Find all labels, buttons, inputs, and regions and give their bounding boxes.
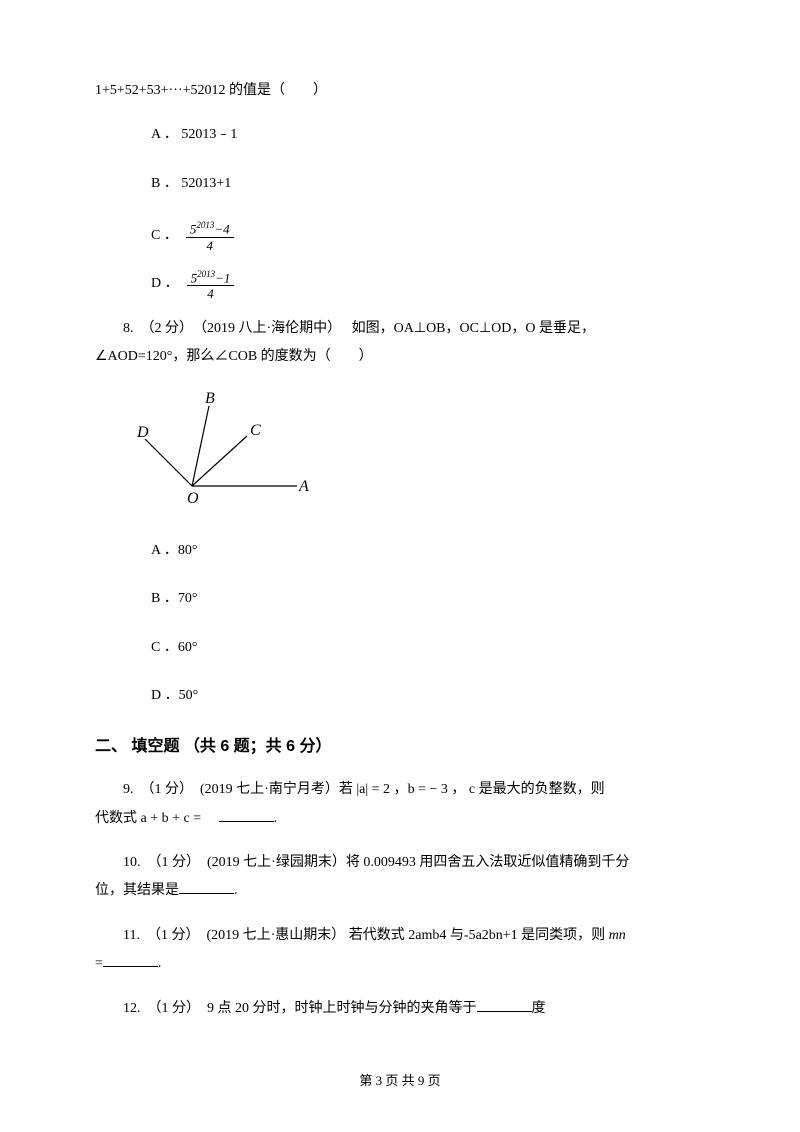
diagram-label-o: O (187, 490, 199, 506)
diagram-label-b: B (205, 391, 215, 407)
q8-stem-line1: 8. （2 分） （2019 八上·海伦期中） 如图，OA⊥OB，OC⊥OD，O… (95, 318, 705, 340)
q7-choice-a-text: 52013﹣1 (181, 127, 237, 142)
frac-d-den: 4 (187, 286, 235, 300)
frac-d-exp: 2013 (197, 269, 215, 279)
diagram-label-d: D (137, 424, 149, 441)
q7-choice-b-text: 52013+1 (181, 176, 231, 191)
q10-tail: . (234, 883, 238, 898)
q10-line2: 位，其结果是. (95, 880, 705, 902)
q7-choice-d-fraction: 52013−1 4 (187, 270, 235, 300)
q8-stem-line2: ∠AOD=120°，那么∠COB 的度数为（ ） (95, 346, 705, 368)
q9-eq-a: = 2 ， (368, 782, 407, 797)
section-2-header: 二、 填空题 （共 6 题；共 6 分） (95, 734, 705, 760)
q7-choice-c-label: C ． (151, 225, 178, 247)
q9-b: b = − 3 ， (408, 782, 466, 797)
q11-text1: 11. （1 分） (2019 七上·惠山期末） 若代数式 2amb4 与-5a… (123, 928, 609, 943)
page-footer: 第 3 页 共 9 页 (0, 1071, 800, 1092)
q12-line1: 12. （1 分） 9 点 20 分时，时钟上时钟与分钟的夹角等于 度 (95, 998, 705, 1020)
q8-choice-d: D ．50° (95, 685, 705, 707)
q11-blank (103, 953, 158, 967)
frac-d-tail: −1 (215, 270, 230, 285)
frac-c-tail: −4 (214, 222, 229, 237)
q12-text1: 12. （1 分） 9 点 20 分时，时钟上时钟与分钟的夹角等于 (123, 1001, 477, 1016)
q10-blank (179, 880, 234, 894)
q10-text2: 位，其结果是 (95, 883, 179, 898)
q7-choice-a-label: A ． (151, 127, 178, 142)
q7-choice-c: C ． 52013−4 4 (95, 221, 705, 251)
q11-eq: = (95, 956, 103, 971)
q8-choice-c: C ．60° (95, 637, 705, 659)
q9-pre: 9. （1 分） (2019 七上·南宁月考）若 (123, 782, 356, 797)
diagram-label-c: C (250, 422, 261, 439)
q11-line2: =. (95, 953, 705, 975)
q9-line1: 9. （1 分） (2019 七上·南宁月考）若 |a| = 2 ，b = − … (95, 779, 705, 801)
q12-tail: 度 (532, 1001, 546, 1016)
q11-line1: 11. （1 分） (2019 七上·惠山期末） 若代数式 2amb4 与-5a… (95, 925, 705, 947)
q9-expr: a + b + c = (141, 811, 202, 826)
frac-c-exp: 2013 (196, 220, 214, 230)
q9-tail: . (274, 811, 278, 826)
diagram-label-a: A (298, 478, 309, 495)
q9-blank (219, 808, 274, 822)
q8-choice-b: B ．70° (95, 588, 705, 610)
q7-choice-a: A ． 52013﹣1 (95, 124, 705, 146)
q9-c: c 是最大的负整数，则 (465, 782, 604, 797)
q7-stem: 1+5+52+53+···+52012 的值是（ ） (95, 80, 705, 102)
q12-blank (477, 998, 532, 1012)
q9-line2-pre: 代数式 (95, 811, 141, 826)
q11-tail: . (158, 956, 162, 971)
q9-line2: 代数式 a + b + c = . (95, 808, 705, 830)
q7-choice-c-fraction: 52013−4 4 (186, 221, 234, 251)
q8-choice-a: A ．80° (95, 540, 705, 562)
q7-choice-d: D ． 52013−1 4 (95, 270, 705, 300)
frac-c-den: 4 (186, 238, 234, 252)
q11-mn: mn (609, 928, 626, 943)
q9-abs-a: |a| (356, 782, 368, 797)
q10-line1: 10. （1 分） (2019 七上·绿园期末）将 0.009493 用四舍五入… (95, 852, 705, 874)
q8-diagram: A B C D O (137, 391, 705, 514)
q7-choice-b-label: B ． (151, 176, 178, 191)
q7-choice-b: B ． 52013+1 (95, 173, 705, 195)
q7-choice-d-label: D ． (151, 273, 179, 295)
